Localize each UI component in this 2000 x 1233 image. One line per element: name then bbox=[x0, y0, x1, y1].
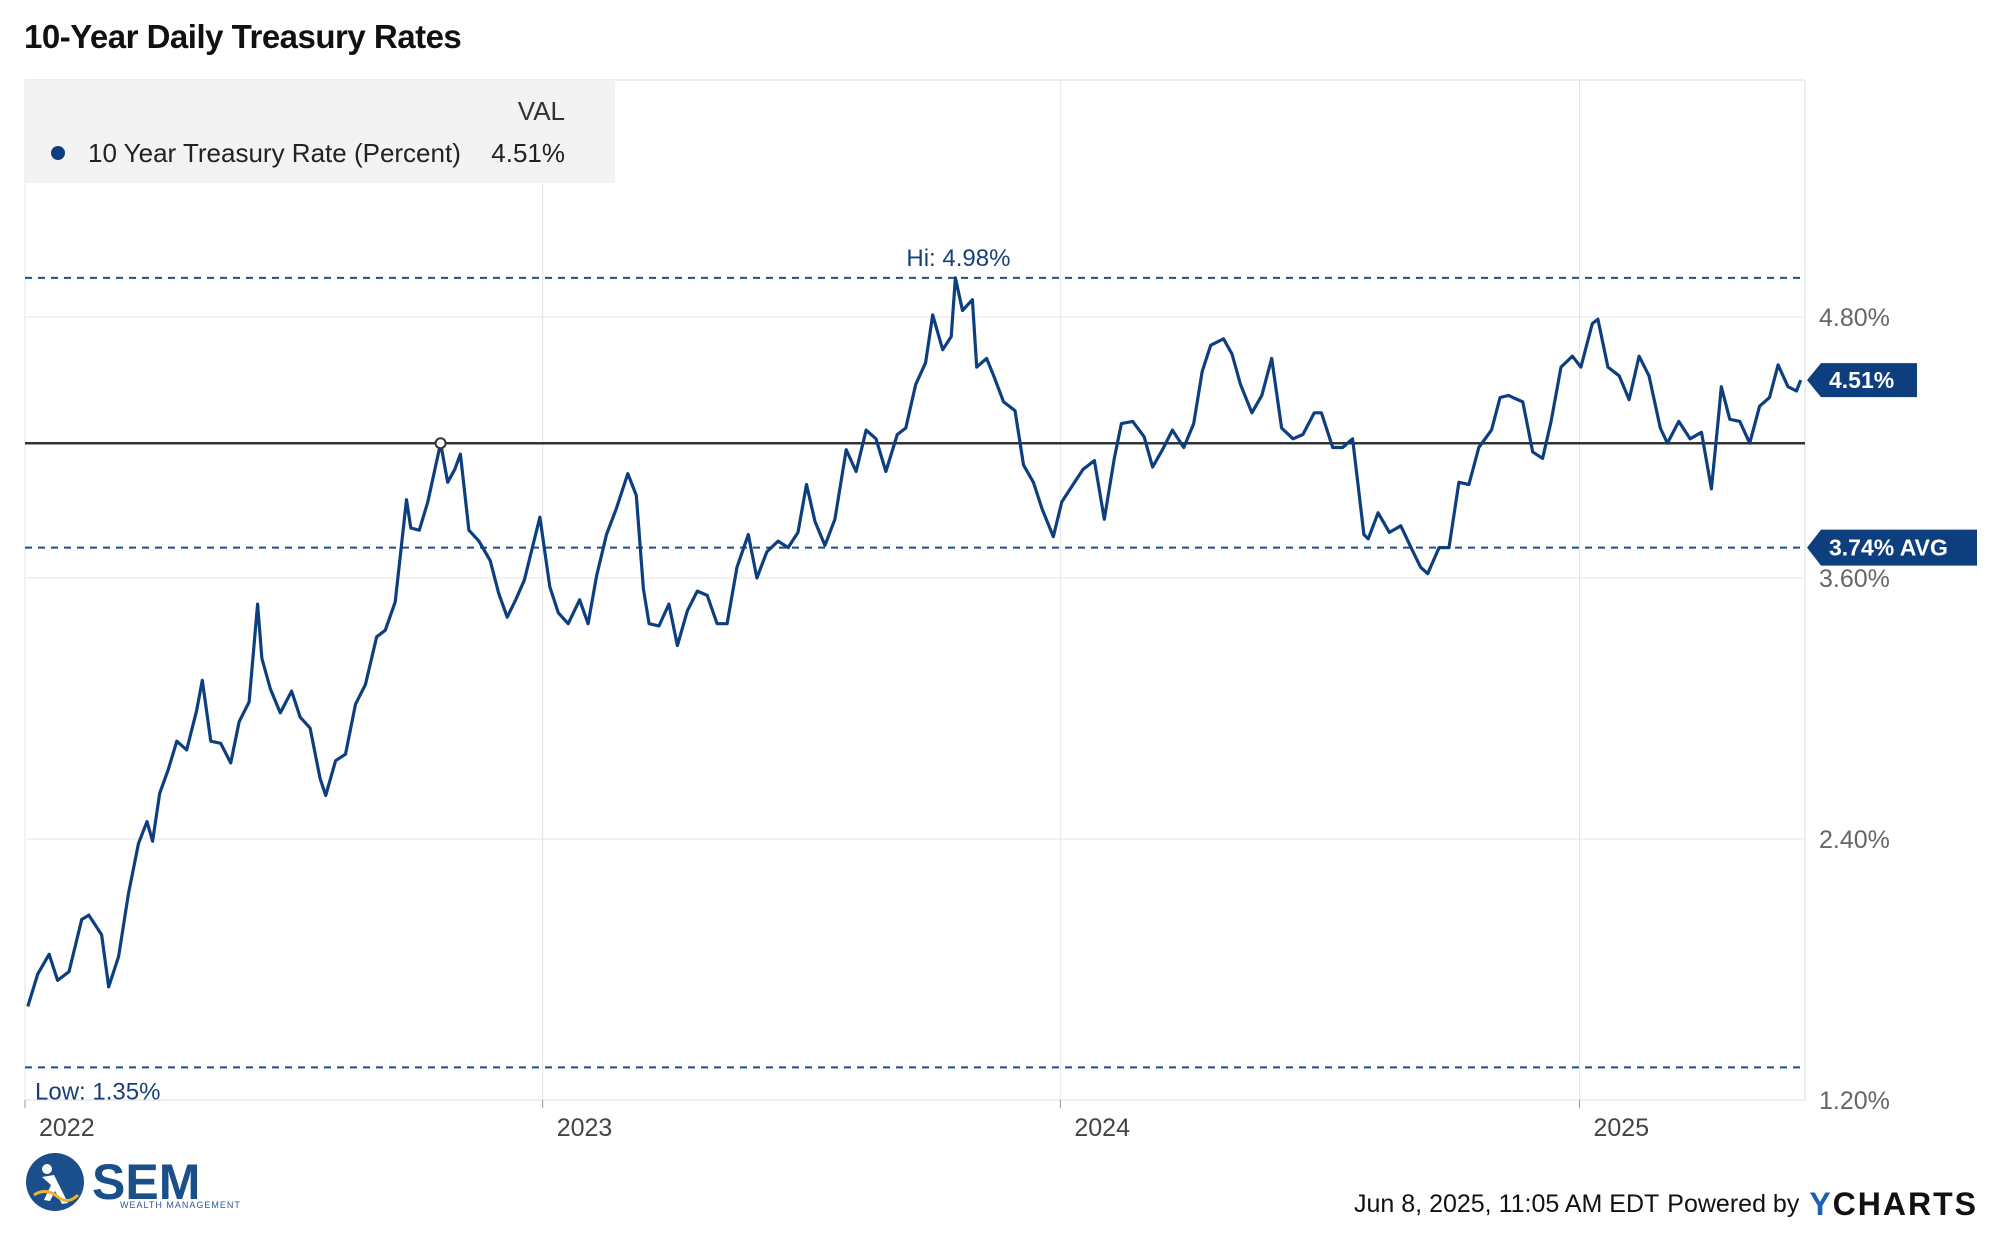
x-tick-label: 2025 bbox=[1593, 1114, 1649, 1142]
plot-area bbox=[24, 79, 1806, 1101]
legend-header: VAL bbox=[518, 96, 565, 126]
last-value-label: 4.51% bbox=[1829, 367, 1894, 393]
reference-lines: Hi: 4.98% Low: 1.35% bbox=[25, 245, 1805, 1105]
ycharts-logo-text: CHARTS bbox=[1832, 1186, 1978, 1222]
series-line bbox=[26, 276, 1803, 1007]
legend-series-label: 10 Year Treasury Rate (Percent) bbox=[88, 138, 461, 168]
legend[interactable]: VAL 10 Year Treasury Rate (Percent) 4.51… bbox=[25, 80, 615, 183]
ycharts-logo-mark: Y bbox=[1809, 1186, 1833, 1222]
last-value-badge bbox=[1807, 363, 1917, 398]
x-tick-label: 2023 bbox=[557, 1114, 613, 1142]
brand-name: SEM bbox=[92, 1154, 201, 1210]
footer-timestamp: Jun 8, 2025, 11:05 AM EDT bbox=[1354, 1190, 1660, 1218]
legend-series-value: 4.51% bbox=[491, 138, 565, 168]
average-badge bbox=[1807, 529, 1977, 566]
legend-series-dot bbox=[51, 146, 65, 160]
y-tick-label: 3.60% bbox=[1819, 565, 1890, 593]
average-label: 3.74% AVG bbox=[1829, 535, 1948, 561]
y-tick-label: 1.20% bbox=[1819, 1087, 1890, 1115]
sem-emblem-icon bbox=[26, 1153, 84, 1211]
grid bbox=[24, 79, 1806, 1101]
brand-logo: SEM WEALTH MANAGEMENT bbox=[24, 1150, 240, 1214]
low-label: Low: 1.35% bbox=[35, 1078, 160, 1105]
legend-background bbox=[25, 80, 615, 183]
y-tick-label: 4.80% bbox=[1819, 304, 1890, 332]
x-tick-label: 2022 bbox=[39, 1114, 95, 1142]
axes: 1.20% 2.40% 3.60% 4.80% 2022 2023 2024 2025 4.51… bbox=[24, 304, 1977, 1142]
x-tick-label: 2024 bbox=[1074, 1114, 1130, 1142]
page-title: 10-Year Daily Treasury Rates bbox=[24, 18, 462, 55]
high-label: Hi: 4.98% bbox=[906, 245, 1010, 272]
y-tick-label: 2.40% bbox=[1819, 826, 1890, 854]
brand-subtitle: WEALTH MANAGEMENT bbox=[120, 1200, 241, 1210]
marker-point bbox=[434, 437, 447, 450]
footer: Jun 8, 2025, 11:05 AM EDT Powered by YCH… bbox=[1354, 1186, 1978, 1223]
ycharts-logo[interactable]: YCHARTS bbox=[1809, 1186, 1978, 1223]
footer-powered-by: Powered by bbox=[1667, 1190, 1800, 1218]
series-layer bbox=[26, 276, 1803, 1007]
